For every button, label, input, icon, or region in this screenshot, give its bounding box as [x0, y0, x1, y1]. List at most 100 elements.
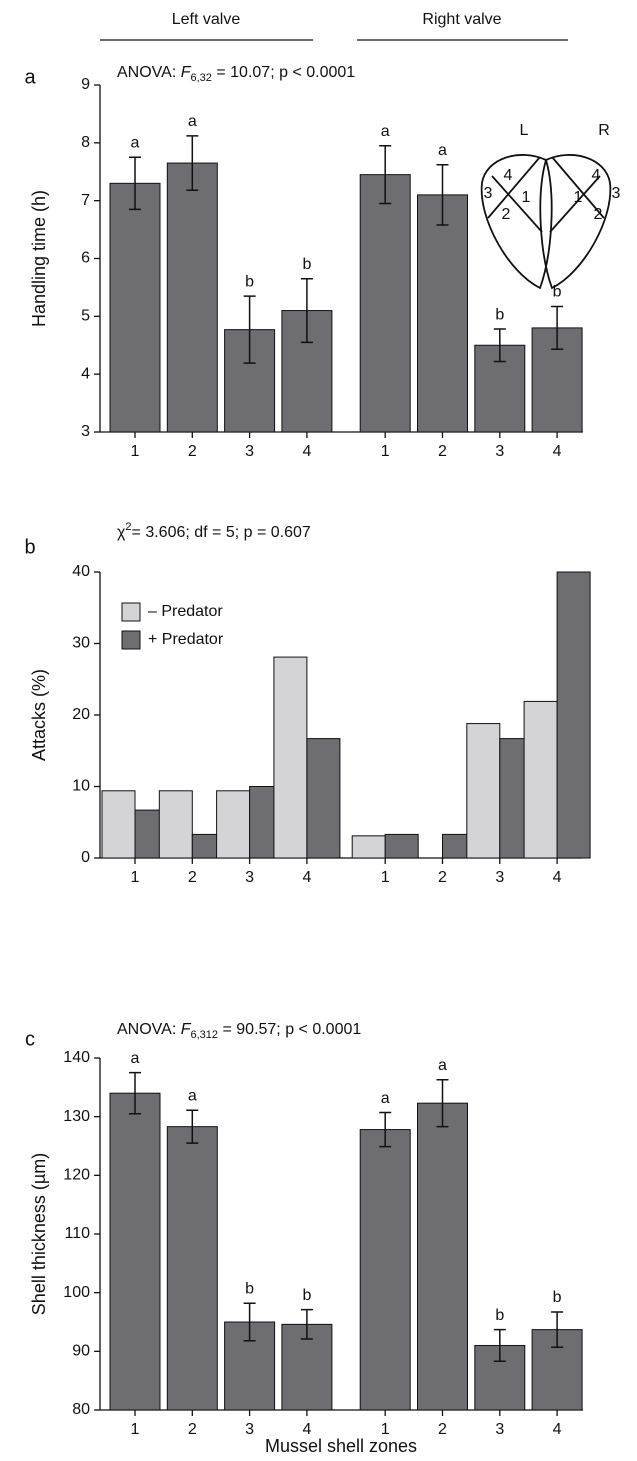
- x-tick-label: 3: [495, 869, 504, 886]
- x-tick-label: 4: [553, 443, 562, 460]
- zone-line: [491, 175, 543, 233]
- significance-letter: b: [245, 1280, 254, 1297]
- x-tick-label: 2: [188, 1421, 197, 1438]
- significance-letter: b: [302, 1287, 311, 1304]
- y-tick-label: 10: [72, 778, 90, 795]
- x-tick-label: 4: [553, 1421, 562, 1438]
- zone-label: 1: [574, 189, 583, 206]
- significance-letter: a: [381, 123, 390, 140]
- y-tick-label: 3: [81, 423, 90, 440]
- error-bar: [186, 135, 199, 192]
- error-bar: [300, 1308, 313, 1340]
- significance-letter: a: [438, 1057, 447, 1074]
- chart-title: ANOVA: F6,32 = 10.07; p < 0.0001: [117, 64, 355, 84]
- bar: [359, 1129, 411, 1411]
- error-bar: [379, 1111, 392, 1148]
- title-rest: = 10.07; p < 0.0001: [212, 64, 355, 81]
- x-axis-label: Mussel shell zones: [265, 1436, 417, 1456]
- x-tick-label: 1: [131, 869, 140, 886]
- x-tick-label: 4: [302, 443, 311, 460]
- significance-letter: a: [188, 113, 197, 130]
- bar: [417, 194, 468, 433]
- bar: [556, 571, 591, 859]
- y-axis-label: Handling time (h): [29, 190, 49, 327]
- zone-line: [487, 156, 541, 219]
- y-tick-label: 110: [64, 1225, 90, 1242]
- error-bar: [243, 1302, 256, 1342]
- x-tick-label: 3: [245, 1421, 254, 1438]
- left-shell: [480, 154, 553, 290]
- x-tick-label: 1: [381, 869, 390, 886]
- panel-letter: c: [25, 1028, 35, 1050]
- error-bar: [243, 295, 256, 364]
- bar: [359, 174, 411, 433]
- y-tick-label: 30: [72, 635, 90, 652]
- inset-label: R: [598, 122, 610, 139]
- group-label: Left valve: [172, 11, 241, 28]
- y-axis-label: Shell thickness (µm): [29, 1153, 49, 1315]
- significance-letter: a: [131, 1050, 140, 1067]
- y-tick-label: 9: [81, 76, 90, 93]
- y-tick-label: 80: [72, 1401, 90, 1418]
- y-tick-label: 4: [81, 365, 90, 382]
- bar: [109, 182, 161, 433]
- y-tick-label: 130: [63, 1108, 90, 1125]
- panel-letter: b: [24, 536, 35, 558]
- legend-label: – Predator: [148, 603, 223, 620]
- panel-letter: a: [24, 66, 36, 88]
- shell-inset: [480, 154, 612, 290]
- title-prefix: ANOVA:: [117, 1021, 181, 1038]
- significance-letter: a: [131, 135, 140, 152]
- error-bar: [551, 305, 564, 351]
- y-tick-label: 20: [72, 706, 90, 723]
- y-tick-label: 40: [72, 563, 90, 580]
- x-tick-label: 4: [302, 1421, 311, 1438]
- title-superscript: 2: [125, 521, 131, 533]
- title-subscript: 6,32: [191, 72, 212, 84]
- legend-swatch: [121, 602, 141, 622]
- x-tick-label: 2: [438, 1421, 447, 1438]
- bar: [281, 310, 333, 433]
- x-tick-label: 2: [438, 869, 447, 886]
- chart-title: ANOVA: F6,312 = 90.57; p < 0.0001: [117, 1021, 361, 1041]
- bar: [417, 1102, 468, 1411]
- significance-letter: b: [553, 1289, 562, 1306]
- bar: [158, 790, 193, 859]
- significance-letter: a: [188, 1087, 197, 1104]
- bar: [306, 738, 341, 859]
- significance-letter: b: [245, 273, 254, 290]
- zone-label: 4: [504, 167, 513, 184]
- zone-label: 2: [502, 206, 511, 223]
- title-rest: = 90.57; p < 0.0001: [218, 1021, 361, 1038]
- zone-label: 4: [592, 167, 601, 184]
- x-tick-label: 1: [131, 443, 140, 460]
- right-shell: [539, 154, 612, 290]
- x-tick-label: 1: [131, 1421, 140, 1438]
- error-bar: [186, 1109, 199, 1144]
- significance-letter: b: [302, 256, 311, 273]
- y-tick-label: 6: [81, 250, 90, 267]
- x-tick-label: 3: [495, 1421, 504, 1438]
- x-tick-label: 2: [438, 443, 447, 460]
- significance-letter: b: [553, 284, 562, 301]
- significance-letter: b: [495, 306, 504, 323]
- title-stat: F: [181, 1021, 192, 1038]
- y-tick-label: 0: [81, 849, 90, 866]
- error-bar: [300, 277, 313, 344]
- error-bar: [436, 1078, 449, 1128]
- x-tick-label: 4: [302, 869, 311, 886]
- title-prefix: ANOVA:: [117, 64, 181, 81]
- zone-label: 2: [594, 206, 603, 223]
- error-bar: [379, 144, 392, 205]
- legend-swatch: [121, 630, 141, 650]
- x-tick-label: 2: [188, 869, 197, 886]
- zone-line: [551, 156, 605, 219]
- bar: [273, 656, 308, 859]
- zone-label: 3: [484, 185, 493, 202]
- group-label: Right valve: [422, 11, 501, 28]
- bar: [474, 1344, 526, 1411]
- bar: [166, 1126, 218, 1411]
- y-tick-label: 7: [81, 192, 90, 209]
- bar: [166, 162, 218, 433]
